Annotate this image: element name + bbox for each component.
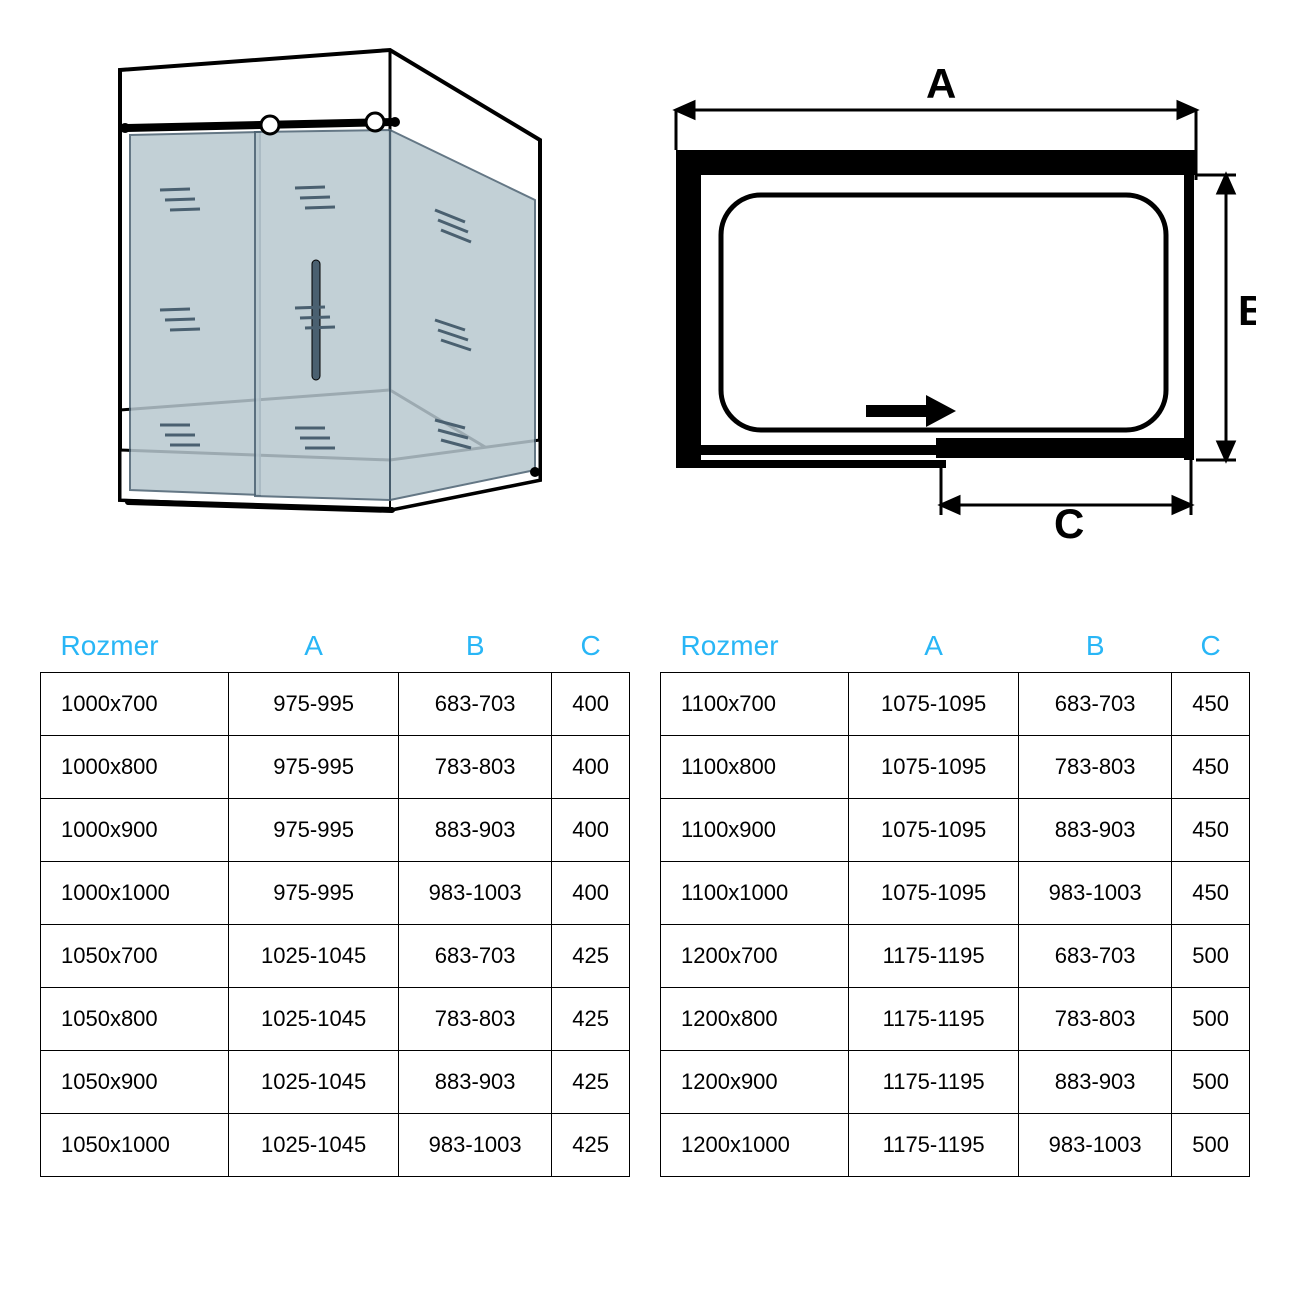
- table-cell: 983-1003: [1018, 1114, 1171, 1177]
- table-cell: 883-903: [1018, 799, 1171, 862]
- table-cell: 1200x700: [661, 925, 849, 988]
- table-cell: 1100x900: [661, 799, 849, 862]
- table-cell: 425: [552, 925, 630, 988]
- table-row: 1000x1000975-995983-1003400: [41, 862, 630, 925]
- table-cell: 975-995: [229, 862, 399, 925]
- table-cell: 975-995: [229, 799, 399, 862]
- diagrams-row: A B C: [40, 40, 1256, 580]
- table-row: 1200x10001175-1195983-1003500: [661, 1114, 1250, 1177]
- table-cell: 1050x800: [41, 988, 229, 1051]
- table-row: 1200x9001175-1195883-903500: [661, 1051, 1250, 1114]
- table-cell: 1050x1000: [41, 1114, 229, 1177]
- table-cell: 1000x1000: [41, 862, 229, 925]
- table-cell: 450: [1172, 799, 1250, 862]
- table-cell: 883-903: [1018, 1051, 1171, 1114]
- table-header: Rozmer: [41, 620, 229, 673]
- table-header: A: [849, 620, 1019, 673]
- table-cell: 1000x800: [41, 736, 229, 799]
- table-cell: 1000x900: [41, 799, 229, 862]
- table-cell: 1025-1045: [229, 925, 399, 988]
- table-cell: 683-703: [1018, 673, 1171, 736]
- table-cell: 450: [1172, 862, 1250, 925]
- table-cell: 425: [552, 988, 630, 1051]
- table-row: 1050x9001025-1045883-903425: [41, 1051, 630, 1114]
- table-cell: 1075-1095: [849, 673, 1019, 736]
- table-header: A: [229, 620, 399, 673]
- table-cell: 425: [552, 1051, 630, 1114]
- table-cell: 1050x900: [41, 1051, 229, 1114]
- table-cell: 1075-1095: [849, 799, 1019, 862]
- table-cell: 1050x700: [41, 925, 229, 988]
- table-header: C: [1172, 620, 1250, 673]
- table-cell: 1075-1095: [849, 736, 1019, 799]
- table-cell: 400: [552, 673, 630, 736]
- dimensions-table-right: RozmerABC 1100x7001075-1095683-703450110…: [660, 620, 1250, 1177]
- table-cell: 1075-1095: [849, 862, 1019, 925]
- table-cell: 400: [552, 799, 630, 862]
- table-cell: 1100x1000: [661, 862, 849, 925]
- table-cell: 883-903: [398, 799, 551, 862]
- table-cell: 500: [1172, 925, 1250, 988]
- table-cell: 1025-1045: [229, 1114, 399, 1177]
- table-cell: 1175-1195: [849, 1114, 1019, 1177]
- table-cell: 683-703: [398, 925, 551, 988]
- table-cell: 1175-1195: [849, 988, 1019, 1051]
- table-row: 1100x10001075-1095983-1003450: [661, 862, 1250, 925]
- table-cell: 883-903: [398, 1051, 551, 1114]
- table-row: 1000x900975-995883-903400: [41, 799, 630, 862]
- table-cell: 975-995: [229, 673, 399, 736]
- table-header: Rozmer: [661, 620, 849, 673]
- table-cell: 783-803: [398, 988, 551, 1051]
- table-row: 1050x7001025-1045683-703425: [41, 925, 630, 988]
- table-row: 1200x7001175-1195683-703500: [661, 925, 1250, 988]
- table-cell: 783-803: [398, 736, 551, 799]
- table-cell: 500: [1172, 1114, 1250, 1177]
- table-cell: 1200x800: [661, 988, 849, 1051]
- table-cell: 1175-1195: [849, 925, 1019, 988]
- table-cell: 1100x800: [661, 736, 849, 799]
- table-cell: 983-1003: [398, 862, 551, 925]
- table-cell: 400: [552, 736, 630, 799]
- dimensions-table-left: RozmerABC 1000x700975-995683-7034001000x…: [40, 620, 630, 1177]
- table-cell: 500: [1172, 1051, 1250, 1114]
- table-cell: 425: [552, 1114, 630, 1177]
- table-row: 1100x8001075-1095783-803450: [661, 736, 1250, 799]
- dim-label-c: C: [1054, 500, 1084, 540]
- table-cell: 683-703: [1018, 925, 1171, 988]
- table-cell: 1175-1195: [849, 1051, 1019, 1114]
- table-cell: 1100x700: [661, 673, 849, 736]
- table-cell: 1200x1000: [661, 1114, 849, 1177]
- table-cell: 500: [1172, 988, 1250, 1051]
- table-header: B: [398, 620, 551, 673]
- table-cell: 1025-1045: [229, 988, 399, 1051]
- table-row: 1050x8001025-1045783-803425: [41, 988, 630, 1051]
- table-row: 1000x700975-995683-703400: [41, 673, 630, 736]
- table-header: B: [1018, 620, 1171, 673]
- isometric-view: [40, 40, 560, 560]
- tables-row: RozmerABC 1000x700975-995683-7034001000x…: [40, 620, 1256, 1177]
- dim-label-a: A: [926, 60, 956, 107]
- table-row: 1200x8001175-1195783-803500: [661, 988, 1250, 1051]
- table-row: 1100x9001075-1095883-903450: [661, 799, 1250, 862]
- table-cell: 783-803: [1018, 736, 1171, 799]
- table-row: 1000x800975-995783-803400: [41, 736, 630, 799]
- dim-label-b: B: [1238, 287, 1256, 334]
- table-cell: 1025-1045: [229, 1051, 399, 1114]
- table-cell: 1200x900: [661, 1051, 849, 1114]
- plan-view: A B C: [636, 60, 1256, 540]
- table-cell: 975-995: [229, 736, 399, 799]
- table-row: 1050x10001025-1045983-1003425: [41, 1114, 630, 1177]
- table-header: C: [552, 620, 630, 673]
- table-cell: 683-703: [398, 673, 551, 736]
- table-cell: 983-1003: [398, 1114, 551, 1177]
- table-row: 1100x7001075-1095683-703450: [661, 673, 1250, 736]
- table-cell: 450: [1172, 673, 1250, 736]
- table-cell: 1000x700: [41, 673, 229, 736]
- table-cell: 983-1003: [1018, 862, 1171, 925]
- table-cell: 400: [552, 862, 630, 925]
- table-cell: 450: [1172, 736, 1250, 799]
- table-cell: 783-803: [1018, 988, 1171, 1051]
